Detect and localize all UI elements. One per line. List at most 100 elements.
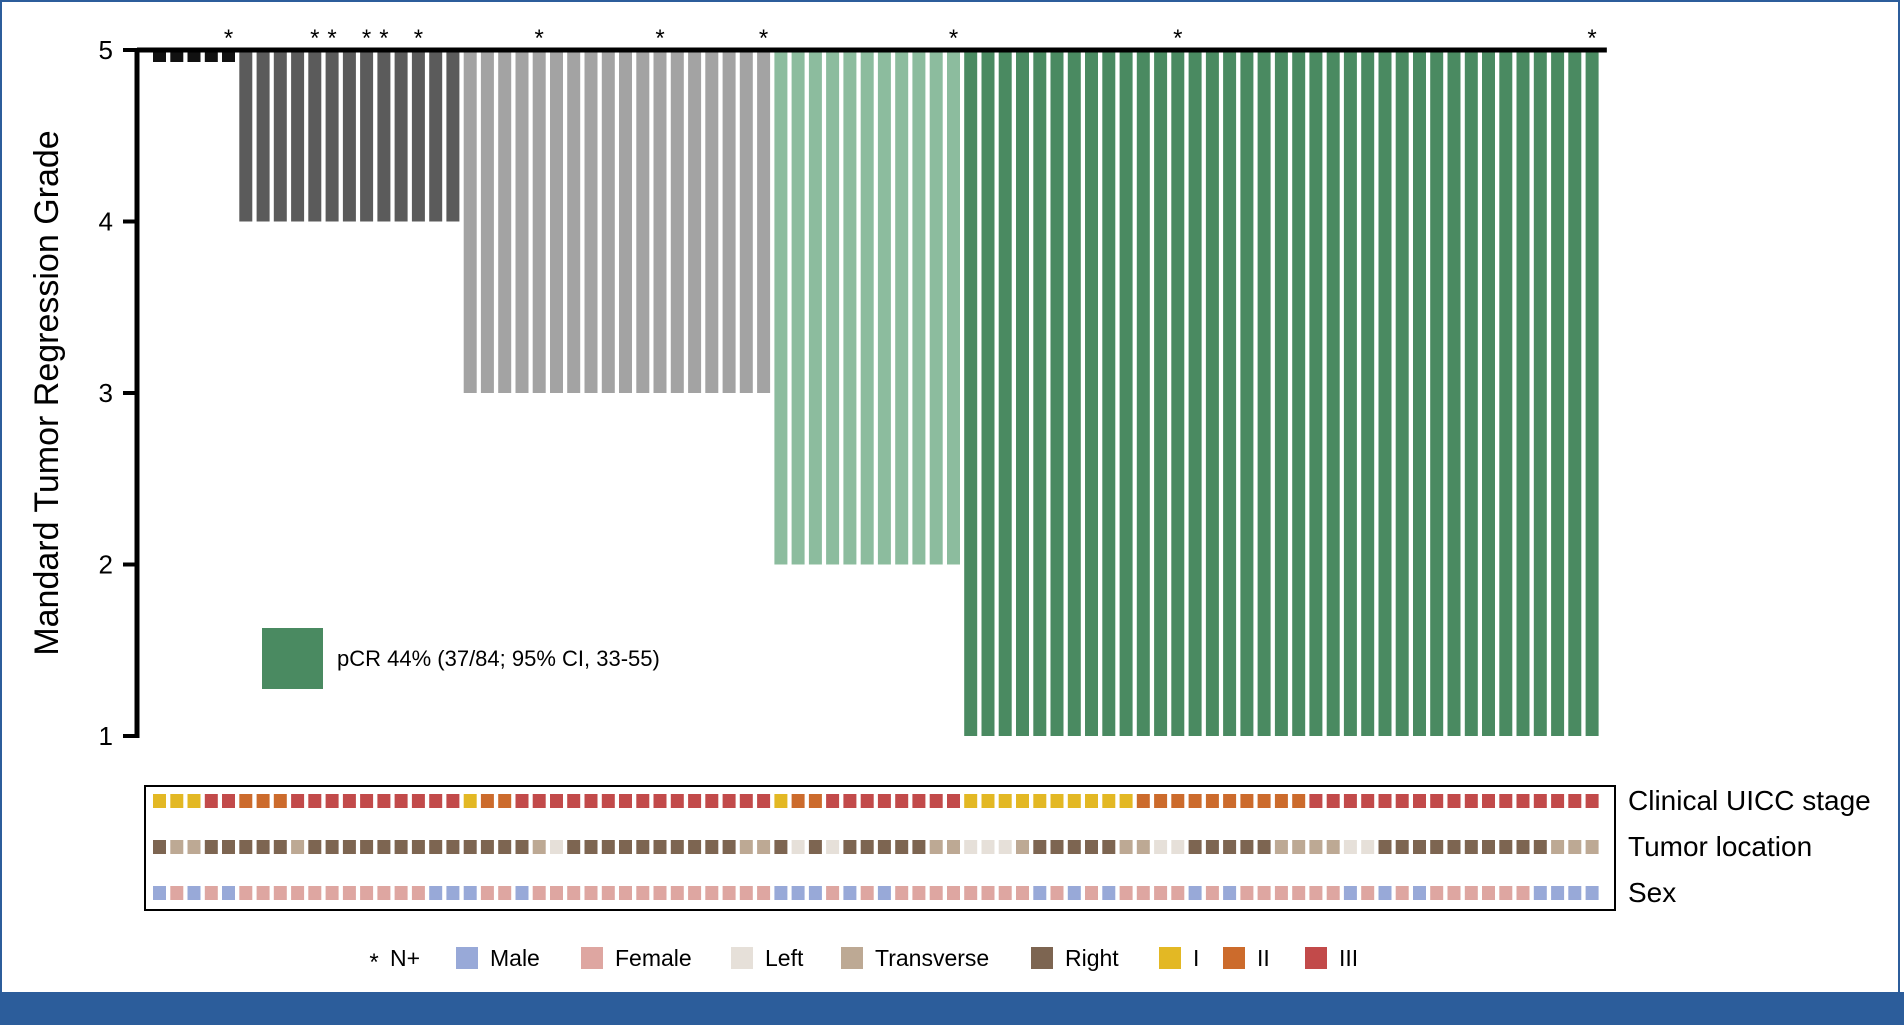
track-cell-1 [291,840,305,854]
bar-grade-1 [1326,50,1340,736]
track-label: Clinical UICC stage [1628,785,1871,816]
track-cell-0 [550,794,563,808]
bar-grade-4 [411,50,425,222]
track-cell-2 [394,886,408,900]
track-cell-1 [377,840,391,854]
track-cell-1 [394,840,408,854]
track-cell-1 [153,840,166,854]
bar-grade-1 [1205,50,1219,736]
track-cell-1 [981,840,995,854]
track-cell-2 [1447,886,1461,900]
bar-grade-1 [1274,50,1288,736]
track-cell-0 [1568,794,1582,808]
track-cell-2 [187,886,201,900]
legend-label: III [1339,945,1358,971]
track-cell-2 [808,886,822,900]
track-cell-2 [1274,886,1288,900]
track-cell-0 [567,794,581,808]
track-cell-2 [757,886,771,900]
track-cell-0 [187,794,201,808]
track-cell-2 [1413,886,1426,900]
track-cell-2 [1430,886,1444,900]
n-plus-marker: * [224,25,233,52]
bar-grade-1 [1033,50,1047,736]
track-cell-2 [774,886,788,900]
track-cell-1 [308,840,322,854]
legend-swatch [581,947,603,969]
track-cell-1 [774,840,788,854]
track-cell-2 [1171,886,1185,900]
track-cell-0 [1240,794,1254,808]
bar-grade-1 [1171,50,1185,736]
bar-grade-2 [843,50,857,565]
bar-grade-1 [1499,50,1513,736]
bar-grade-3 [584,50,598,393]
track-cell-0 [325,794,339,808]
track-cell-2 [895,886,909,900]
track-cell-2 [1464,886,1478,900]
track-cell-0 [394,794,408,808]
track-cell-1 [653,840,667,854]
track-cell-2 [170,886,184,900]
track-cell-0 [791,794,805,808]
track-cell-2 [1188,886,1202,900]
track-cell-0 [360,794,374,808]
track-cell-2 [843,886,857,900]
track-cell-0 [1378,794,1392,808]
track-cell-2 [1326,886,1340,900]
bar-grade-2 [774,50,788,565]
track-cell-0 [515,794,529,808]
bar-grade-1 [1551,50,1565,736]
track-cell-1 [239,840,253,854]
track-cell-2 [273,886,287,900]
track-cell-0 [1136,794,1150,808]
track-cell-0 [1033,794,1047,808]
track-cell-1 [170,840,184,854]
track-cell-2 [1361,886,1375,900]
track-label: Tumor location [1628,831,1812,862]
track-cell-1 [843,840,857,854]
track-cell-0 [1154,794,1168,808]
bar-grade-4 [342,50,356,222]
track-cell-2 [791,886,805,900]
bar-grade-3 [567,50,581,393]
track-cell-2 [1343,886,1357,900]
track-cell-2 [1119,886,1133,900]
bar-grade-3 [480,50,494,393]
legend-label: Male [490,945,540,971]
track-cell-1 [1326,840,1340,854]
track-cell-1 [1309,840,1323,854]
bar-grade-4 [308,50,322,222]
bar-grade-1 [981,50,995,736]
bar-grade-3 [498,50,512,393]
track-cell-1 [619,840,632,854]
track-cell-0 [1016,794,1029,808]
n-plus-marker: * [655,25,664,52]
bar-grade-4 [273,50,287,222]
track-cell-1 [1551,840,1565,854]
bar-grade-1 [1585,50,1599,736]
bar-grade-3 [532,50,546,393]
track-cell-1 [342,840,356,854]
track-cell-1 [1136,840,1150,854]
track-cell-1 [550,840,563,854]
bar-grade-1 [1516,50,1530,736]
track-cell-0 [653,794,667,808]
track-cell-1 [204,840,218,854]
bar-grade-3 [705,50,719,393]
track-cell-2 [1016,886,1029,900]
bar-grade-4 [325,50,339,222]
track-cell-2 [222,886,235,900]
n-plus-marker: * [535,25,544,52]
legend-label: Female [615,945,692,971]
legend-label: Left [765,945,804,971]
track-cell-0 [998,794,1012,808]
bar-grade-1 [1447,50,1461,736]
bar-grade-3 [601,50,615,393]
track-cell-2 [1085,886,1098,900]
track-cell-2 [705,886,719,900]
track-cell-2 [929,886,943,900]
track-cell-2 [1551,886,1565,900]
track-cell-1 [1274,840,1288,854]
legend-label: I [1193,945,1199,971]
